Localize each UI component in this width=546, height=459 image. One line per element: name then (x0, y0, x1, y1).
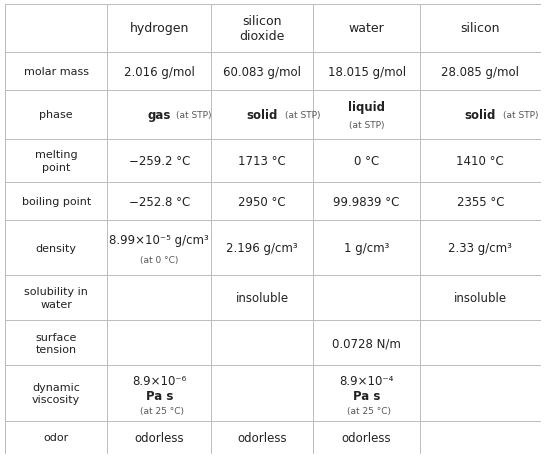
Text: density: density (36, 243, 77, 253)
Text: (at 25 °C): (at 25 °C) (140, 406, 184, 415)
Text: odorless: odorless (238, 431, 287, 444)
Text: gas: gas (147, 108, 171, 122)
Text: Pa s: Pa s (353, 389, 381, 403)
Text: −259.2 °C: −259.2 °C (129, 155, 190, 168)
Text: 2.196 g/cm³: 2.196 g/cm³ (227, 241, 298, 254)
Text: liquid: liquid (348, 101, 385, 114)
Text: odorless: odorless (342, 431, 391, 444)
Text: insoluble: insoluble (454, 291, 507, 304)
Text: solubility in
water: solubility in water (25, 287, 88, 309)
Text: 2355 °C: 2355 °C (456, 195, 504, 208)
Text: 60.083 g/mol: 60.083 g/mol (223, 66, 301, 78)
Text: (at 25 °C): (at 25 °C) (347, 406, 391, 415)
Text: 18.015 g/mol: 18.015 g/mol (328, 66, 406, 78)
Text: 2.33 g/cm³: 2.33 g/cm³ (448, 241, 512, 254)
Text: melting
point: melting point (35, 150, 78, 173)
Text: 8.9×10⁻⁶: 8.9×10⁻⁶ (132, 375, 186, 387)
Text: 1713 °C: 1713 °C (239, 155, 286, 168)
Text: (at STP): (at STP) (349, 120, 384, 129)
Text: hydrogen: hydrogen (129, 22, 189, 35)
Text: odorless: odorless (134, 431, 184, 444)
Text: 8.99×10⁻⁵ g/cm³: 8.99×10⁻⁵ g/cm³ (109, 233, 209, 246)
Text: solid: solid (465, 108, 496, 122)
Text: boiling point: boiling point (22, 197, 91, 207)
Text: 2.016 g/mol: 2.016 g/mol (124, 66, 195, 78)
Text: (at STP): (at STP) (176, 111, 211, 119)
Text: (at STP): (at STP) (503, 111, 539, 119)
Text: 0.0728 N/m: 0.0728 N/m (332, 336, 401, 350)
Text: 2950 °C: 2950 °C (239, 195, 286, 208)
Text: 28.085 g/mol: 28.085 g/mol (441, 66, 519, 78)
Text: −252.8 °C: −252.8 °C (129, 195, 190, 208)
Text: dynamic
viscosity: dynamic viscosity (32, 382, 80, 404)
Text: silicon: silicon (461, 22, 500, 35)
Text: 1410 °C: 1410 °C (456, 155, 504, 168)
Text: surface
tension: surface tension (35, 332, 77, 354)
Text: Pa s: Pa s (146, 389, 173, 403)
Text: 8.9×10⁻⁴: 8.9×10⁻⁴ (340, 375, 394, 387)
Text: solid: solid (247, 108, 278, 122)
Text: 0 °C: 0 °C (354, 155, 379, 168)
Text: (at 0 °C): (at 0 °C) (140, 256, 179, 264)
Text: phase: phase (39, 110, 73, 120)
Text: insoluble: insoluble (236, 291, 289, 304)
Text: 1 g/cm³: 1 g/cm³ (344, 241, 389, 254)
Text: odor: odor (44, 432, 69, 442)
Text: silicon
dioxide: silicon dioxide (240, 15, 285, 43)
Text: water: water (349, 22, 384, 35)
Text: (at STP): (at STP) (286, 111, 321, 119)
Text: molar mass: molar mass (24, 67, 89, 77)
Text: 99.9839 °C: 99.9839 °C (334, 195, 400, 208)
